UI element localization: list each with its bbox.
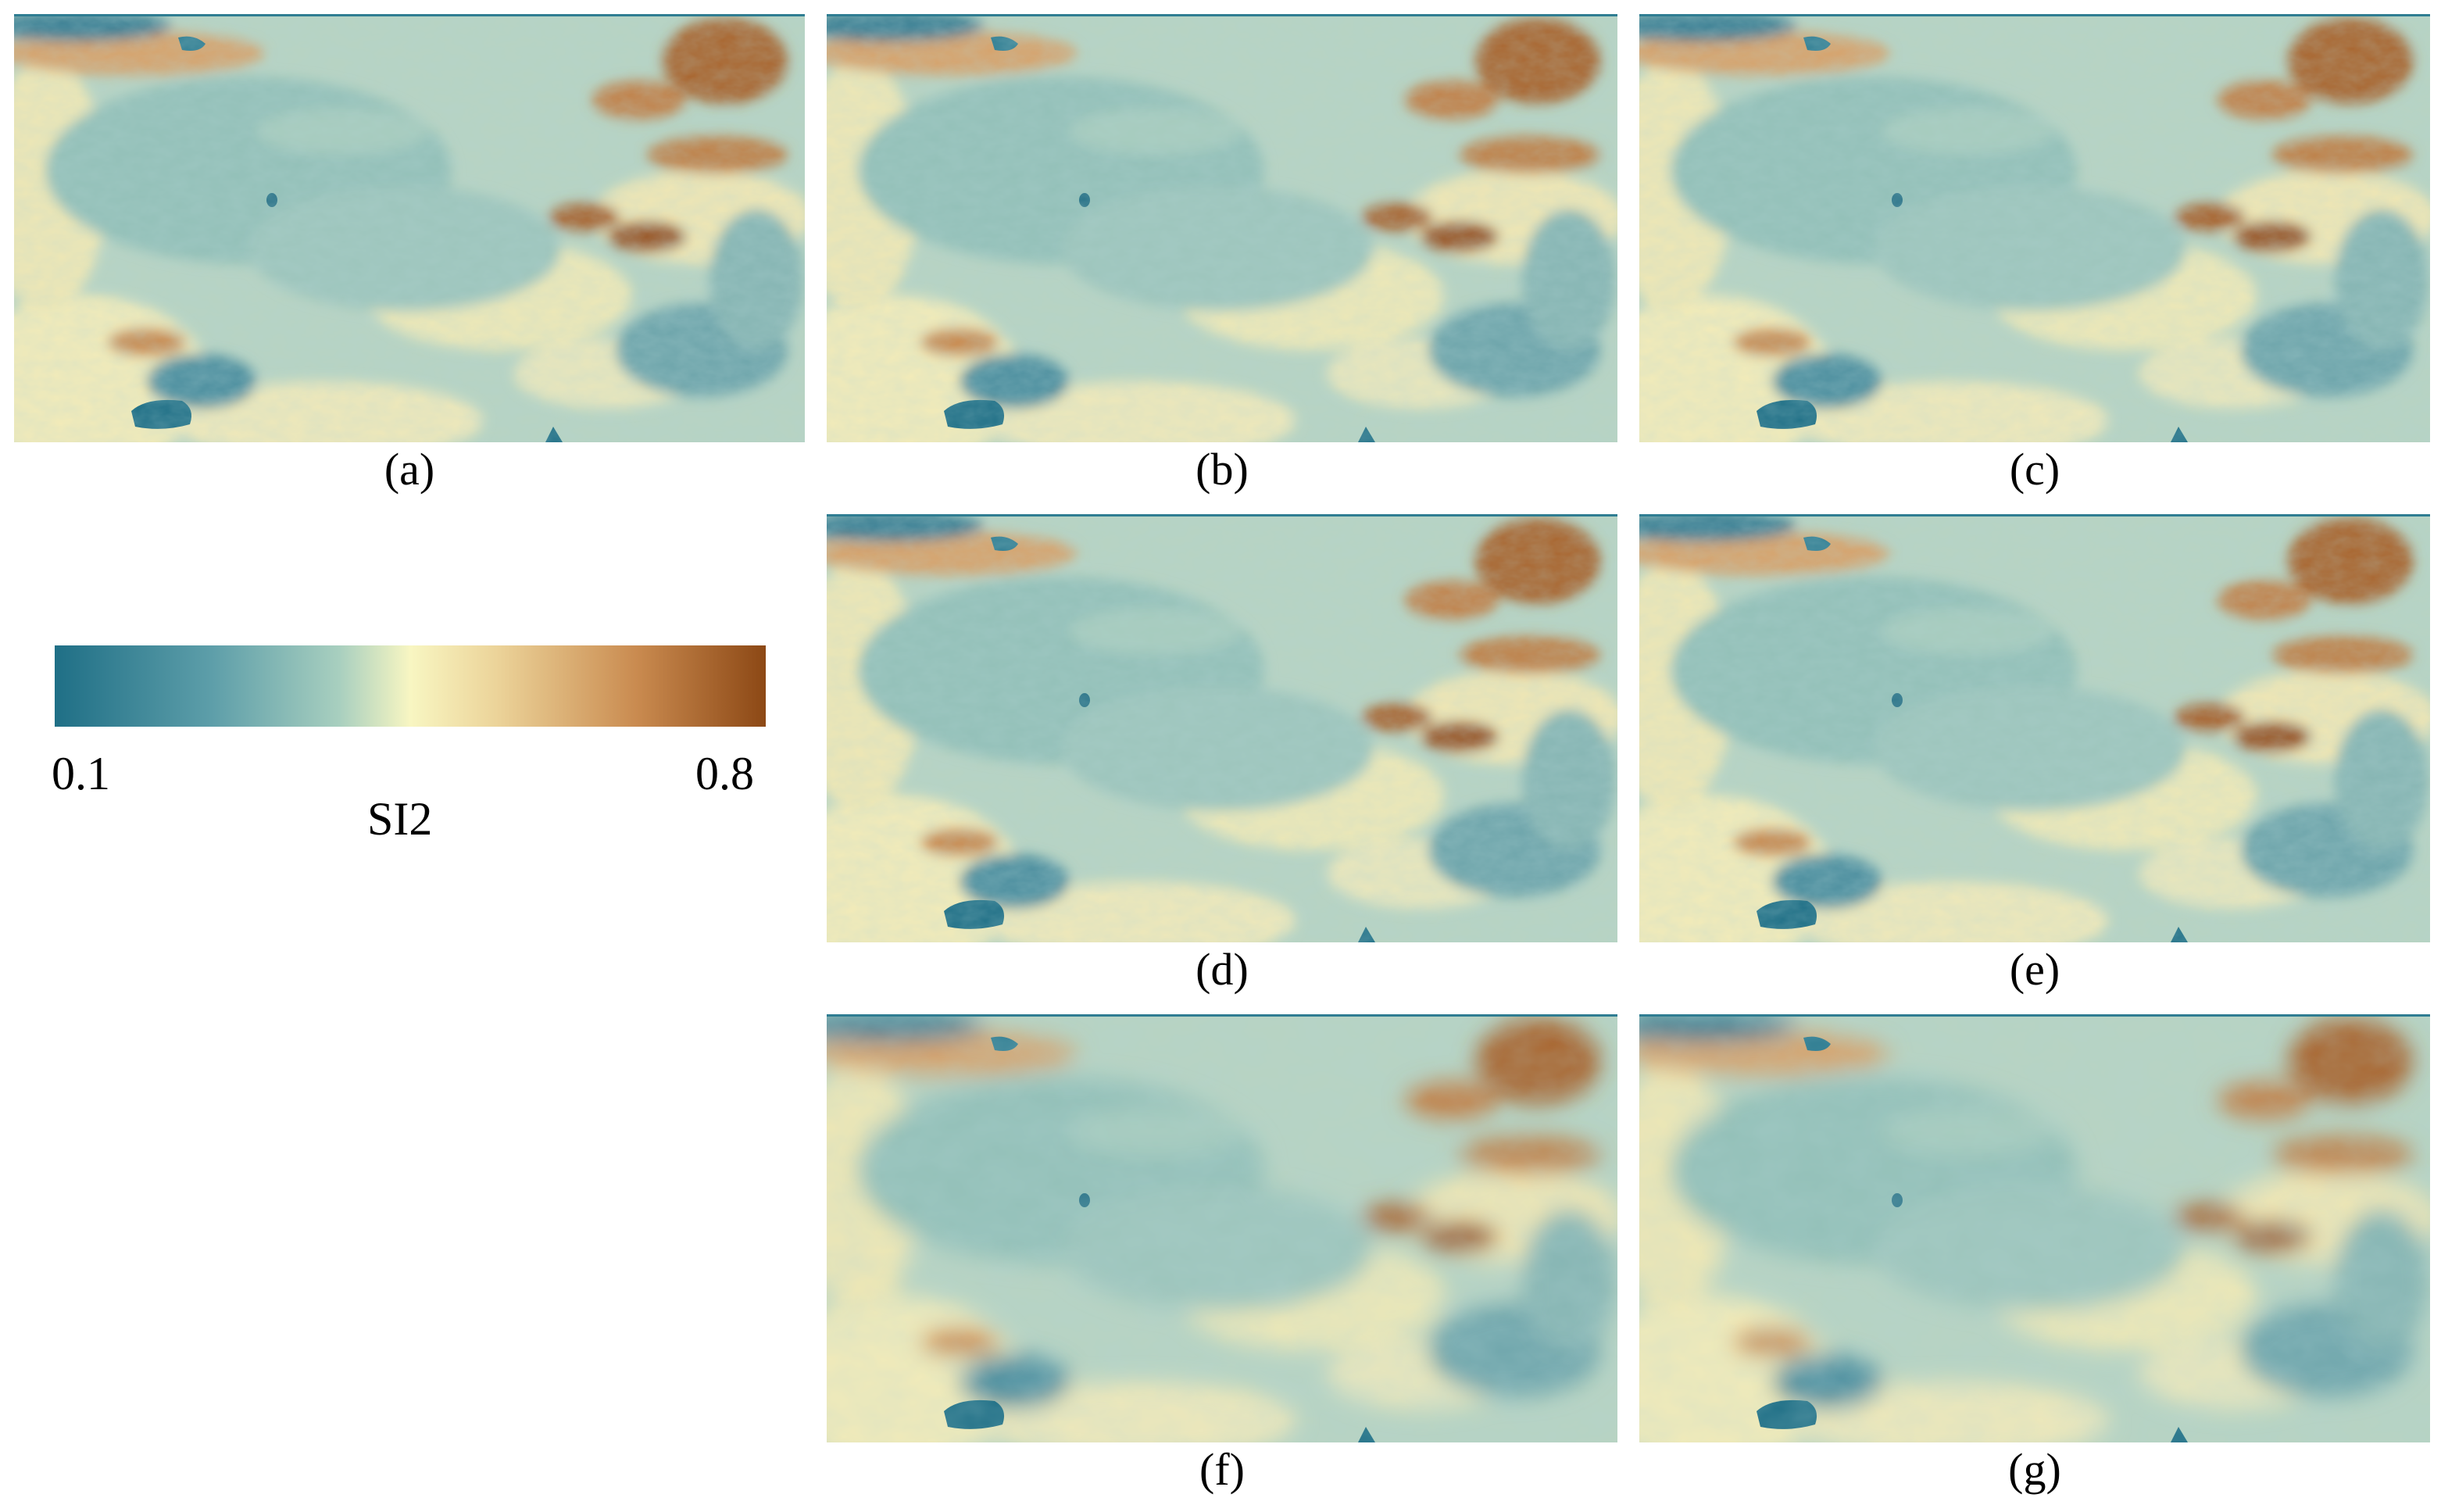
map-image bbox=[14, 14, 805, 442]
map-image bbox=[1639, 514, 2430, 942]
map-image bbox=[1639, 14, 2430, 442]
panel-label-a: (a) bbox=[384, 444, 435, 495]
map-panel-g bbox=[1639, 1014, 2430, 1442]
map-panel-d bbox=[827, 514, 1617, 942]
map-panel-f bbox=[827, 1014, 1617, 1442]
panel-label-b: (b) bbox=[1195, 444, 1249, 495]
colorbar bbox=[55, 645, 766, 727]
map-image bbox=[827, 514, 1617, 942]
colorbar-title: SI2 bbox=[367, 793, 433, 845]
panel-label-e: (e) bbox=[2009, 944, 2060, 995]
colorbar-max-label: 0.8 bbox=[695, 748, 754, 799]
map-panel-b bbox=[827, 14, 1617, 442]
map-panel-e bbox=[1639, 514, 2430, 942]
panel-label-f: (f) bbox=[1199, 1444, 1245, 1495]
map-image bbox=[1639, 1014, 2430, 1442]
map-image bbox=[827, 14, 1617, 442]
map-panel-c bbox=[1639, 14, 2430, 442]
map-image bbox=[827, 1014, 1617, 1442]
map-panel-a bbox=[14, 14, 805, 442]
colorbar-min-label: 0.1 bbox=[52, 748, 110, 799]
panel-label-d: (d) bbox=[1195, 944, 1249, 995]
panel-label-c: (c) bbox=[2009, 444, 2060, 495]
panel-label-g: (g) bbox=[2008, 1444, 2061, 1495]
